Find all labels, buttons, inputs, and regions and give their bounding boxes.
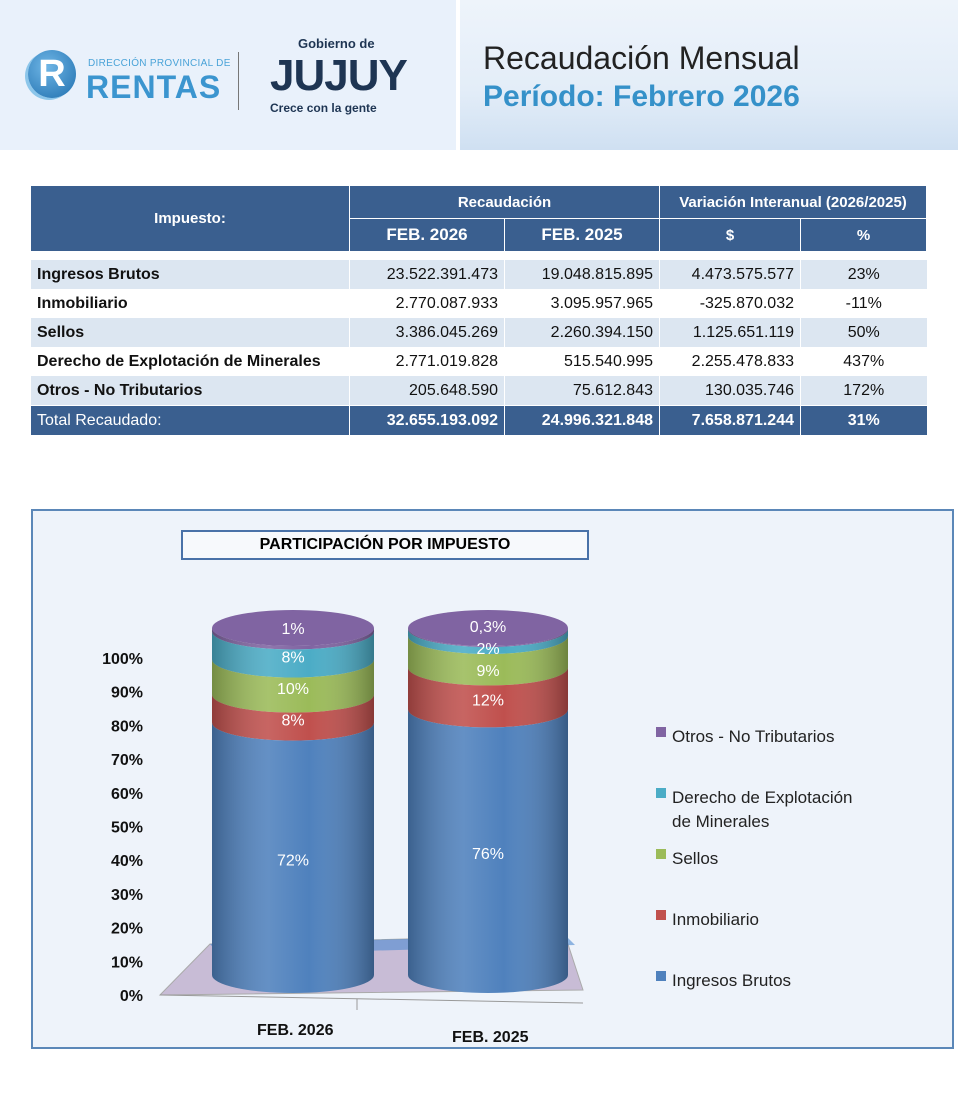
legend-label: Ingresos Brutos [672,971,791,990]
data-label: 76% [472,846,504,863]
page-period: Período: Febrero 2026 [483,80,800,113]
total-feb2025: 24.996.321.848 [504,405,660,435]
rentas-logo-subtitle: DIRECCIÓN PROVINCIAL DE [88,58,231,69]
cylinder-top [212,610,374,646]
col-dif-pesos: $ [659,218,801,252]
col-recaudacion: Recaudación [349,185,660,219]
col-variacion: Variación Interanual (2026/2025) [659,185,927,219]
y-tick-label: 30% [111,887,143,904]
cell-dif-pesos: 130.035.746 [659,376,801,406]
total-dif-pct: 31% [800,405,927,435]
data-label: 8% [281,649,304,666]
cell-dif-pesos: -325.870.032 [659,289,801,318]
cylinder-shading [408,628,568,993]
legend-label-line: de Minerales [672,812,769,831]
jujuy-logo-text: JUJUY [270,51,408,100]
col-impuesto: Impuesto: [30,185,350,252]
data-label: 9% [476,663,499,680]
y-tick-label: 0% [120,988,143,1005]
cell-dif-pesos: 4.473.575.577 [659,260,801,289]
cell-feb2026: 2.771.019.828 [349,347,505,376]
cell-feb2025: 75.612.843 [504,376,660,406]
data-label: 8% [281,712,304,729]
y-tick-label: 90% [111,685,143,702]
header-spacer [30,251,927,260]
jujuy-logo-tagline: Crece con la gente [270,101,377,115]
table-row: Sellos 3.386.045.269 2.260.394.150 1.125.65… [30,318,927,347]
cell-dif-pct: 437% [800,347,927,376]
table-row: Otros - No Tributarios 205.648.590 75.612.… [30,376,927,406]
cell-dif-pct: 172% [800,376,927,406]
cell-feb2025: 19.048.815.895 [504,260,660,289]
table-row: Inmobiliario 2.770.087.933 3.095.957.965 -3… [30,289,927,318]
cell-dif-pesos: 1.125.651.119 [659,318,801,347]
legend-swatch [656,788,666,798]
x-tick-label: FEB. 2026 [257,1022,334,1039]
cell-impuesto: Otros - No Tributarios [30,376,350,406]
y-tick-label: 70% [111,752,143,769]
total-dif-pesos: 7.658.871.244 [659,405,801,435]
cell-dif-pesos: 2.255.478.833 [659,347,801,376]
legend-label-line: Derecho de Explotación [672,788,853,807]
legend-swatch [656,727,666,737]
jujuy-logo-top: Gobierno de [298,36,375,51]
total-label: Total Recaudado: [30,405,350,435]
legend-swatch [656,971,666,981]
cell-feb2026: 205.648.590 [349,376,505,406]
header-title-panel [460,0,958,150]
table-row: Derecho de Explotación de Minerales 2.771… [30,347,927,376]
cell-feb2026: 23.522.391.473 [349,260,505,289]
legend-swatch [656,849,666,859]
cell-feb2026: 3.386.045.269 [349,318,505,347]
cell-impuesto: Ingresos Brutos [30,260,350,289]
legend-label: Otros - No Tributarios [672,727,835,746]
chart-title: PARTICIPACIÓN POR IMPUESTO [181,530,589,560]
cell-impuesto: Inmobiliario [30,289,350,318]
x-axis-line [159,994,584,1004]
cell-dif-pct: 23% [800,260,927,289]
legend-label: Derecho de Explotación de Minerales [672,788,853,831]
table-row: Ingresos Brutos 23.522.391.473 19.048.815.… [30,260,927,289]
cell-dif-pct: 50% [800,318,927,347]
data-label: 2% [476,641,499,658]
y-tick-label: 20% [111,921,143,938]
legend-label: Sellos [672,849,718,868]
header-divider [456,0,460,150]
cell-impuesto: Sellos [30,318,350,347]
col-feb2025: FEB. 2025 [504,218,660,252]
cell-feb2025: 2.260.394.150 [504,318,660,347]
col-dif-pct: % [800,218,927,252]
y-tick-label: 100% [102,651,143,668]
legend-label: Inmobiliario [672,910,759,929]
data-label: 0,3% [470,619,506,636]
data-label: 1% [281,621,304,638]
page-title: Recaudación Mensual [483,40,800,76]
cell-feb2025: 3.095.957.965 [504,289,660,318]
rentas-logo-icon: R [28,50,76,98]
total-feb2026: 32.655.193.092 [349,405,505,435]
cell-impuesto: Derecho de Explotación de Minerales [30,347,350,376]
data-label: 12% [472,692,504,709]
y-tick-label: 80% [111,718,143,735]
y-tick-label: 50% [111,820,143,837]
y-tick-label: 10% [111,954,143,971]
data-label: 10% [277,681,309,698]
x-tick-label: FEB. 2025 [452,1029,529,1046]
rentas-logo-text: RENTAS [86,69,222,105]
total-row: Total Recaudado: 32.655.193.092 24.996.321… [30,405,927,435]
cell-feb2025: 515.540.995 [504,347,660,376]
cylinder-top [408,610,568,646]
cell-feb2026: 2.770.087.933 [349,289,505,318]
data-label: 72% [277,853,309,870]
cylinder-shading [212,628,374,993]
legend-swatch [656,910,666,920]
revenue-table: Impuesto: Recaudación Variación Interanu… [30,185,927,435]
col-feb2026: FEB. 2026 [349,218,505,252]
y-tick-label: 60% [111,786,143,803]
y-tick-label: 40% [111,853,143,870]
logo-divider [238,52,239,110]
cell-dif-pct: -11% [800,289,927,318]
